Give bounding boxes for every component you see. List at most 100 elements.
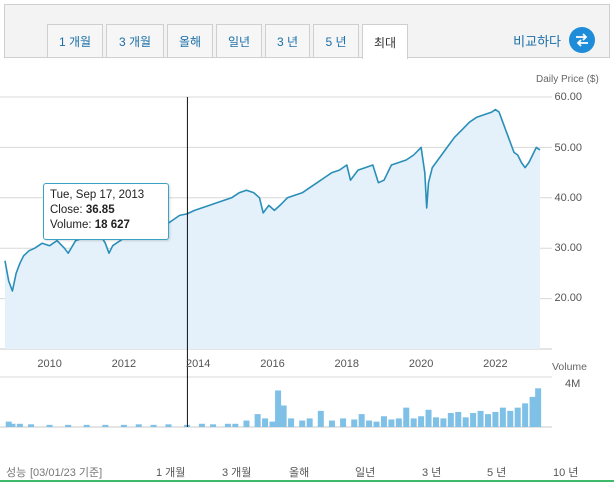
price-area xyxy=(5,109,540,349)
volume-bar xyxy=(358,414,365,427)
volume-bar xyxy=(5,421,12,427)
volume-bar xyxy=(535,388,542,427)
tab-5-years[interactable]: 5 년 xyxy=(313,24,359,57)
tooltip-close-row: Close: 36.85 xyxy=(50,203,162,218)
volume-bar xyxy=(232,423,239,427)
volume-bar xyxy=(9,423,16,427)
y-tick-label: 30.00 xyxy=(554,242,582,254)
volume-bar xyxy=(262,418,269,427)
volume-bar xyxy=(432,417,439,427)
volume-bar xyxy=(102,424,109,427)
volume-bar xyxy=(499,407,506,427)
perf-link-ytd[interactable]: 올해 xyxy=(289,467,310,479)
x-tick-label: 2022 xyxy=(483,358,508,370)
performance-label: 성능 xyxy=(6,467,27,479)
volume-bar xyxy=(28,424,35,427)
perf-link-1-year[interactable]: 일년 xyxy=(355,467,376,479)
volume-bar xyxy=(288,418,295,427)
volume-bar xyxy=(507,410,514,427)
tooltip-volume-value: 18 627 xyxy=(94,219,130,231)
volume-bar xyxy=(135,424,142,427)
tab-3-years[interactable]: 3 년 xyxy=(265,24,310,57)
y-tick-label: 40.00 xyxy=(554,192,582,204)
volume-bar xyxy=(243,420,250,427)
perf-link-3-months[interactable]: 3 개월 xyxy=(222,467,252,479)
tab-ytd[interactable]: 올해 xyxy=(167,24,213,57)
volume-bar xyxy=(484,414,491,427)
volume-bar xyxy=(395,418,402,427)
volume-bar xyxy=(165,424,172,427)
tooltip-close-label: Close: xyxy=(50,204,83,216)
tooltip-close-value: 36.85 xyxy=(85,204,115,216)
tab-max[interactable]: 최대 xyxy=(362,24,408,59)
perf-link-5-years[interactable]: 5 년 xyxy=(487,467,507,479)
volume-bar xyxy=(275,390,282,427)
price-chart[interactable] xyxy=(0,0,614,440)
volume-bar xyxy=(83,424,90,427)
volume-bar xyxy=(477,410,484,427)
timeframe-toolbar: 1 개월 3 개월 올해 일년 3 년 5 년 최대 비교하다 xyxy=(4,4,610,59)
volume-bar xyxy=(462,417,469,427)
volume-bar xyxy=(425,409,432,427)
volume-bar xyxy=(280,405,287,427)
volume-bar xyxy=(418,416,425,427)
tooltip-volume-row: Volume: 18 627 xyxy=(50,218,162,233)
volume-max-label: 4M xyxy=(565,378,581,390)
volume-bar xyxy=(373,421,380,427)
volume-bar xyxy=(470,413,477,427)
volume-bar xyxy=(380,416,387,427)
volume-bar xyxy=(403,407,410,427)
x-tick-label: 2016 xyxy=(260,358,285,370)
volume-bar xyxy=(65,424,72,427)
volume-bar xyxy=(254,414,261,427)
volume-bar xyxy=(514,407,521,427)
footer-accent-line xyxy=(0,480,614,482)
tab-1-year[interactable]: 일년 xyxy=(216,24,262,57)
volume-bar xyxy=(306,418,313,427)
volume-axis-label: Volume xyxy=(552,361,588,373)
volume-bar xyxy=(492,411,499,427)
volume-bar xyxy=(410,418,417,427)
volume-bar xyxy=(455,411,462,427)
swap-arrows-icon xyxy=(569,27,595,53)
volume-bar xyxy=(340,418,347,427)
volume-bar xyxy=(210,424,217,427)
volume-bar xyxy=(16,423,23,427)
perf-link-10-years[interactable]: 10 년 xyxy=(553,467,579,479)
volume-bar xyxy=(440,418,447,427)
volume-bar xyxy=(198,423,205,427)
volume-bar xyxy=(269,421,276,427)
x-tick-label: 2010 xyxy=(37,358,62,370)
volume-bar xyxy=(328,420,335,427)
tooltip-volume-label: Volume: xyxy=(50,219,92,231)
y-tick-label: 50.00 xyxy=(554,142,582,154)
x-tick-label: 2012 xyxy=(111,358,137,370)
perf-link-1-month[interactable]: 1 개월 xyxy=(156,467,186,479)
tooltip-date: Tue, Sep 17, 2013 xyxy=(50,189,145,201)
y-tick-label: 20.00 xyxy=(554,292,582,304)
volume-bar xyxy=(351,419,358,427)
volume-bar xyxy=(120,424,127,427)
volume-bar xyxy=(317,410,324,427)
compare-label: 비교하다 xyxy=(513,33,561,49)
y-tick-label: 60.00 xyxy=(554,91,582,103)
volume-bar xyxy=(299,420,306,427)
price-axis-label: Daily Price ($) xyxy=(536,74,599,85)
compare-button[interactable]: 비교하다 xyxy=(513,27,595,53)
perf-link-3-years[interactable]: 3 년 xyxy=(422,467,442,479)
volume-bar xyxy=(224,423,231,427)
volume-bar xyxy=(366,420,373,427)
x-tick-label: 2018 xyxy=(334,358,360,370)
tab-3-months[interactable]: 3 개월 xyxy=(106,24,164,57)
x-tick-label: 2020 xyxy=(408,358,434,370)
volume-bar xyxy=(529,396,536,427)
volume-bar xyxy=(46,424,53,427)
as-of-date: [03/01/23 기준] xyxy=(30,467,103,479)
volume-bar xyxy=(522,403,529,427)
volume-bar xyxy=(150,424,157,427)
volume-bar xyxy=(447,413,454,427)
tab-1-month[interactable]: 1 개월 xyxy=(47,24,103,57)
volume-bar xyxy=(388,419,395,427)
x-tick-label: 2014 xyxy=(185,358,211,370)
price-tooltip: Tue, Sep 17, 2013 Close: 36.85 Volume: 1… xyxy=(43,183,169,240)
